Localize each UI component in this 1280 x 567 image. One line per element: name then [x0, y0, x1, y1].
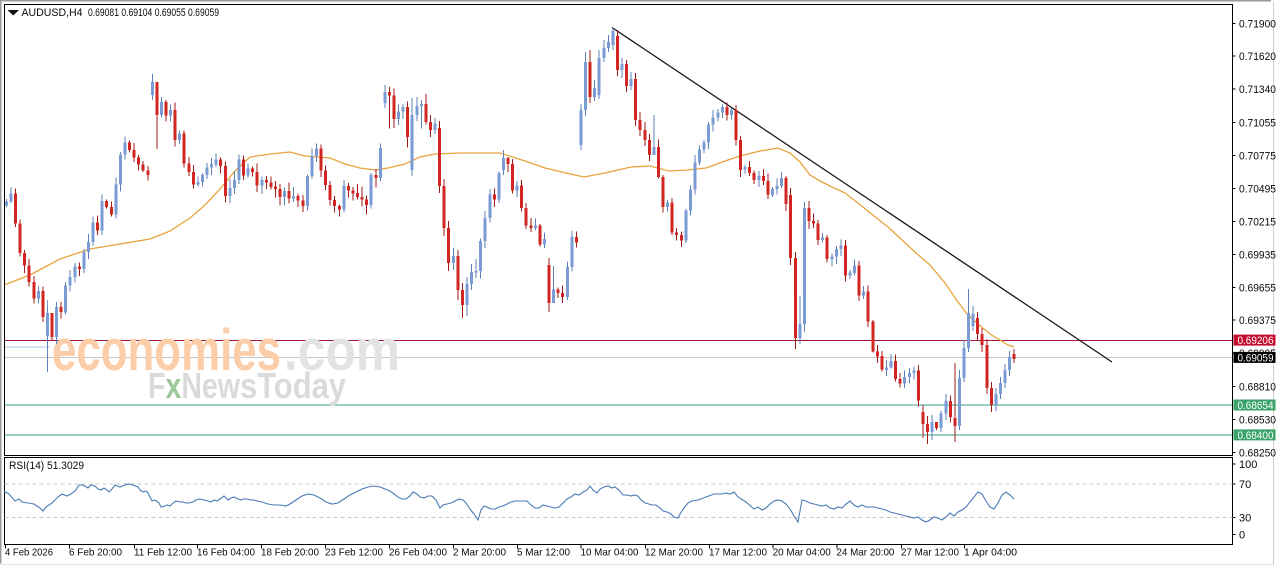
- svg-text:2 Mar 20:00: 2 Mar 20:00: [453, 547, 506, 559]
- svg-text:FxNew: FxNew: [148, 365, 241, 406]
- svg-text:0.68400: 0.68400: [1238, 430, 1274, 442]
- svg-text:0.68810: 0.68810: [1239, 382, 1276, 394]
- svg-text:100: 100: [1239, 459, 1257, 471]
- svg-text:27 Mar 12:00: 27 Mar 12:00: [901, 547, 959, 559]
- svg-text:0.69375: 0.69375: [1239, 315, 1276, 327]
- svg-text:30: 30: [1239, 513, 1251, 525]
- svg-text:AUDUSD,H4: AUDUSD,H4: [22, 7, 83, 19]
- svg-text:0.71900: 0.71900: [1239, 18, 1276, 30]
- svg-text:23 Feb 12:00: 23 Feb 12:00: [325, 547, 383, 559]
- svg-text:24 Mar 20:00: 24 Mar 20:00: [836, 547, 894, 559]
- svg-text:6 Feb 20:00: 6 Feb 20:00: [69, 547, 122, 559]
- svg-text:.com: .com: [284, 318, 400, 383]
- svg-text:0.71055: 0.71055: [1239, 118, 1276, 130]
- svg-text:0.71620: 0.71620: [1239, 51, 1276, 63]
- svg-text:1 Apr 04:00: 1 Apr 04:00: [964, 547, 1017, 559]
- svg-text:sToday: sToday: [240, 365, 346, 406]
- svg-text:4 Feb 2026: 4 Feb 2026: [5, 547, 53, 559]
- svg-text:5 Mar 12:00: 5 Mar 12:00: [517, 547, 570, 559]
- svg-text:26 Feb 04:00: 26 Feb 04:00: [389, 547, 447, 559]
- svg-text:17 Mar 12:00: 17 Mar 12:00: [709, 547, 767, 559]
- svg-text:0.68654: 0.68654: [1238, 400, 1274, 412]
- svg-text:0.69655: 0.69655: [1239, 282, 1276, 294]
- svg-text:0.69081 0.69104 0.69055 0.6905: 0.69081 0.69104 0.69055 0.69059: [88, 7, 219, 19]
- svg-text:11 Feb 12:00: 11 Feb 12:00: [134, 547, 192, 559]
- svg-text:0: 0: [1239, 530, 1245, 542]
- svg-text:0.70215: 0.70215: [1239, 216, 1276, 228]
- svg-text:0.69935: 0.69935: [1239, 249, 1276, 261]
- svg-text:0.70775: 0.70775: [1239, 151, 1276, 163]
- svg-text:20 Mar 04:00: 20 Mar 04:00: [773, 547, 831, 559]
- svg-text:10 Mar 04:00: 10 Mar 04:00: [581, 547, 639, 559]
- svg-text:70: 70: [1239, 479, 1251, 491]
- svg-text:0.69206: 0.69206: [1238, 335, 1274, 347]
- svg-text:RSI(14) 51.3029: RSI(14) 51.3029: [9, 460, 84, 472]
- svg-text:0.71340: 0.71340: [1239, 84, 1276, 96]
- svg-text:0.70495: 0.70495: [1239, 184, 1276, 196]
- svg-text:0.68530: 0.68530: [1239, 415, 1276, 427]
- svg-text:18 Feb 20:00: 18 Feb 20:00: [261, 547, 319, 559]
- svg-text:0.68250: 0.68250: [1239, 448, 1276, 460]
- svg-text:0.69059: 0.69059: [1238, 352, 1274, 364]
- svg-text:12 Mar 20:00: 12 Mar 20:00: [645, 547, 703, 559]
- svg-text:16 Feb 04:00: 16 Feb 04:00: [197, 547, 255, 559]
- svg-text:economies: economies: [52, 318, 281, 383]
